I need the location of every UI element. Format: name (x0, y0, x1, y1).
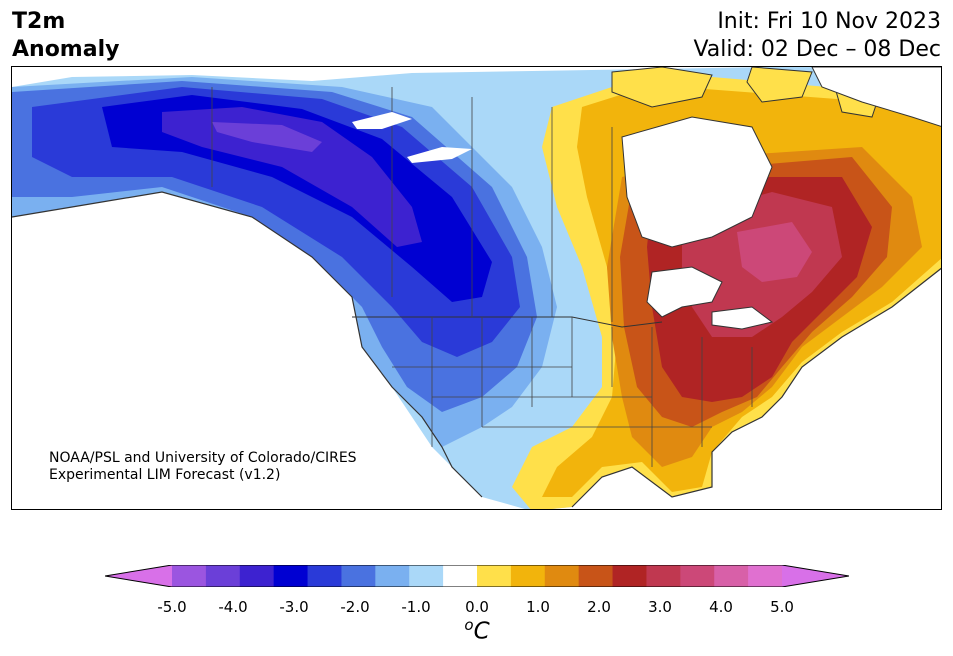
colorbar-segment (748, 565, 783, 587)
colorbar-segment (375, 565, 410, 587)
colorbar-tick-label: 4.0 (709, 598, 733, 616)
colorbar-segment (443, 565, 478, 587)
colorbar-segment (477, 565, 512, 587)
colorbar-segment (646, 565, 681, 587)
great-lakes (646, 266, 774, 330)
colorbar-tick-label: 2.0 (587, 598, 611, 616)
colorbar-tick-label: 5.0 (770, 598, 794, 616)
credit-line-1: NOAA/PSL and University of Colorado/CIRE… (49, 450, 357, 466)
colorbar-segment (714, 565, 749, 587)
coast-west (12, 191, 483, 498)
colorbar-unit: oC (464, 616, 489, 645)
unit-letter: C (473, 618, 490, 645)
colorbar-extend-low (105, 565, 172, 587)
colorbar-segment (544, 565, 580, 587)
colorbar-segment (341, 565, 376, 587)
coast-east (571, 267, 941, 508)
title-line-1: T2m (12, 9, 66, 34)
valid-date: Valid: 02 Dec – 08 Dec (693, 37, 941, 62)
cold-band-5 (162, 107, 422, 247)
colorbar-segment (307, 565, 342, 587)
forecast-dates: Init: Fri 10 Nov 2023 Valid: 02 Dec – 08… (693, 8, 941, 64)
province-lines (211, 87, 613, 322)
credit-line-2: Experimental LIM Forecast (v1.2) (49, 467, 281, 483)
colorbar-segment (273, 565, 309, 587)
colorbar-tick-label: 3.0 (648, 598, 672, 616)
colorbar-tick-label: 1.0 (526, 598, 550, 616)
warm-band-7 (737, 222, 812, 282)
colorbar-segment (578, 565, 614, 587)
colorbar-segment (172, 565, 207, 587)
cold-band-6 (212, 122, 322, 152)
colorbar-tick-label: -1.0 (401, 598, 431, 616)
colorbar-segment (205, 565, 241, 587)
colorbar (105, 565, 849, 587)
init-date: Init: Fri 10 Nov 2023 (717, 9, 941, 34)
anomaly-map (11, 66, 942, 510)
colorbar-extend-high (782, 565, 849, 587)
state-lines (392, 317, 753, 467)
hudson-bay (621, 116, 773, 248)
colorbar-tick-label: -2.0 (340, 598, 370, 616)
greenland (811, 67, 941, 127)
colorbar-tick-label: -5.0 (157, 598, 187, 616)
white-patch-2 (407, 147, 472, 163)
unit-degree: o (464, 616, 474, 634)
map-title: T2m Anomaly (12, 8, 119, 64)
white-patch-1 (352, 112, 412, 129)
colorbar-tick-label: 0.0 (465, 598, 489, 616)
cold-band-4 (102, 95, 492, 302)
colorbar-segment (510, 565, 546, 587)
colorbar-segment (409, 565, 444, 587)
colorbar-segment (239, 565, 275, 587)
colorbar-segment (680, 565, 715, 587)
title-line-2: Anomaly (12, 37, 120, 62)
colorbar-tick-label: -4.0 (218, 598, 248, 616)
map-canvas (12, 67, 941, 509)
colorbar-segment (612, 565, 647, 587)
credit-text: NOAA/PSL and University of Colorado/CIRE… (49, 450, 357, 484)
colorbar-tick-label: -3.0 (279, 598, 309, 616)
